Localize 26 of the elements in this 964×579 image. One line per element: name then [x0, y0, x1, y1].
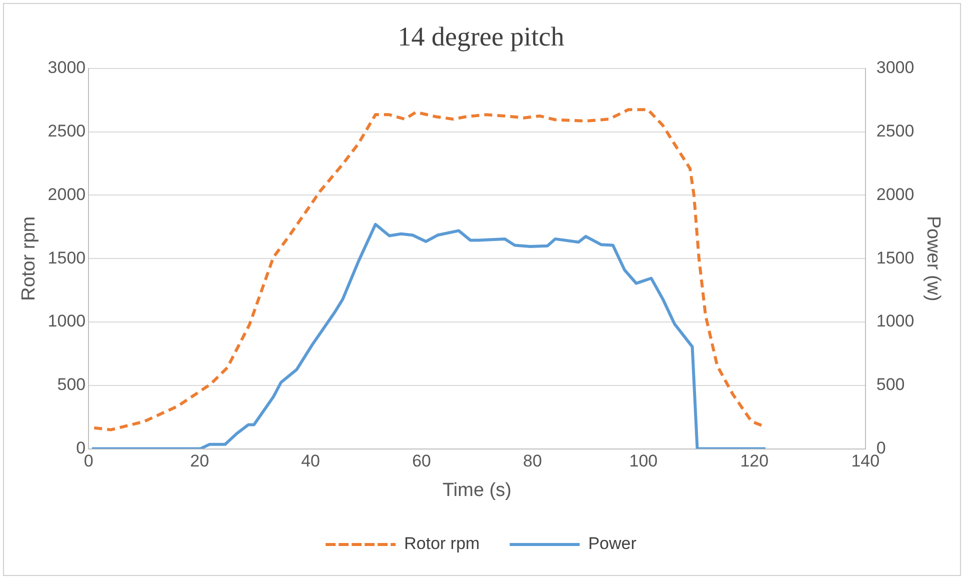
x-axis-title: Time (s): [442, 480, 512, 501]
x-tick-label: 120: [740, 452, 769, 471]
legend-label: Rotor rpm: [404, 534, 480, 554]
y2-tick-label: 500: [876, 375, 905, 394]
y-tick-label: 3000: [48, 58, 86, 78]
x-tick-label: 60: [412, 452, 431, 471]
y2-tick-label: 3000: [876, 58, 914, 78]
y2-tick-label: 2000: [876, 184, 914, 204]
legend-label: Power: [588, 534, 637, 554]
x-tick-label: 40: [301, 452, 320, 471]
y2-tick-label: 1500: [876, 248, 914, 268]
y2-tick-label: 2500: [876, 121, 914, 140]
y-tick-label: 1500: [48, 248, 86, 268]
y-axis-title: Rotor rpm: [18, 216, 40, 301]
y-tick-label: 1000: [48, 312, 86, 331]
y-tick-label: 500: [57, 375, 86, 394]
line-series: [92, 108, 764, 432]
chart-title: 14 degree pitch: [398, 21, 565, 52]
x-tick-label: 20: [190, 452, 210, 471]
x-tick-label: 80: [523, 452, 542, 471]
y-tick-label: 2500: [48, 121, 86, 140]
y2-axis-title: Power (w): [922, 216, 944, 302]
y-tick-label: 2000: [48, 184, 86, 204]
y-tick-label: 0: [76, 438, 86, 458]
x-tick-label: 100: [629, 452, 658, 471]
y2-tick-label: 1000: [876, 312, 914, 331]
